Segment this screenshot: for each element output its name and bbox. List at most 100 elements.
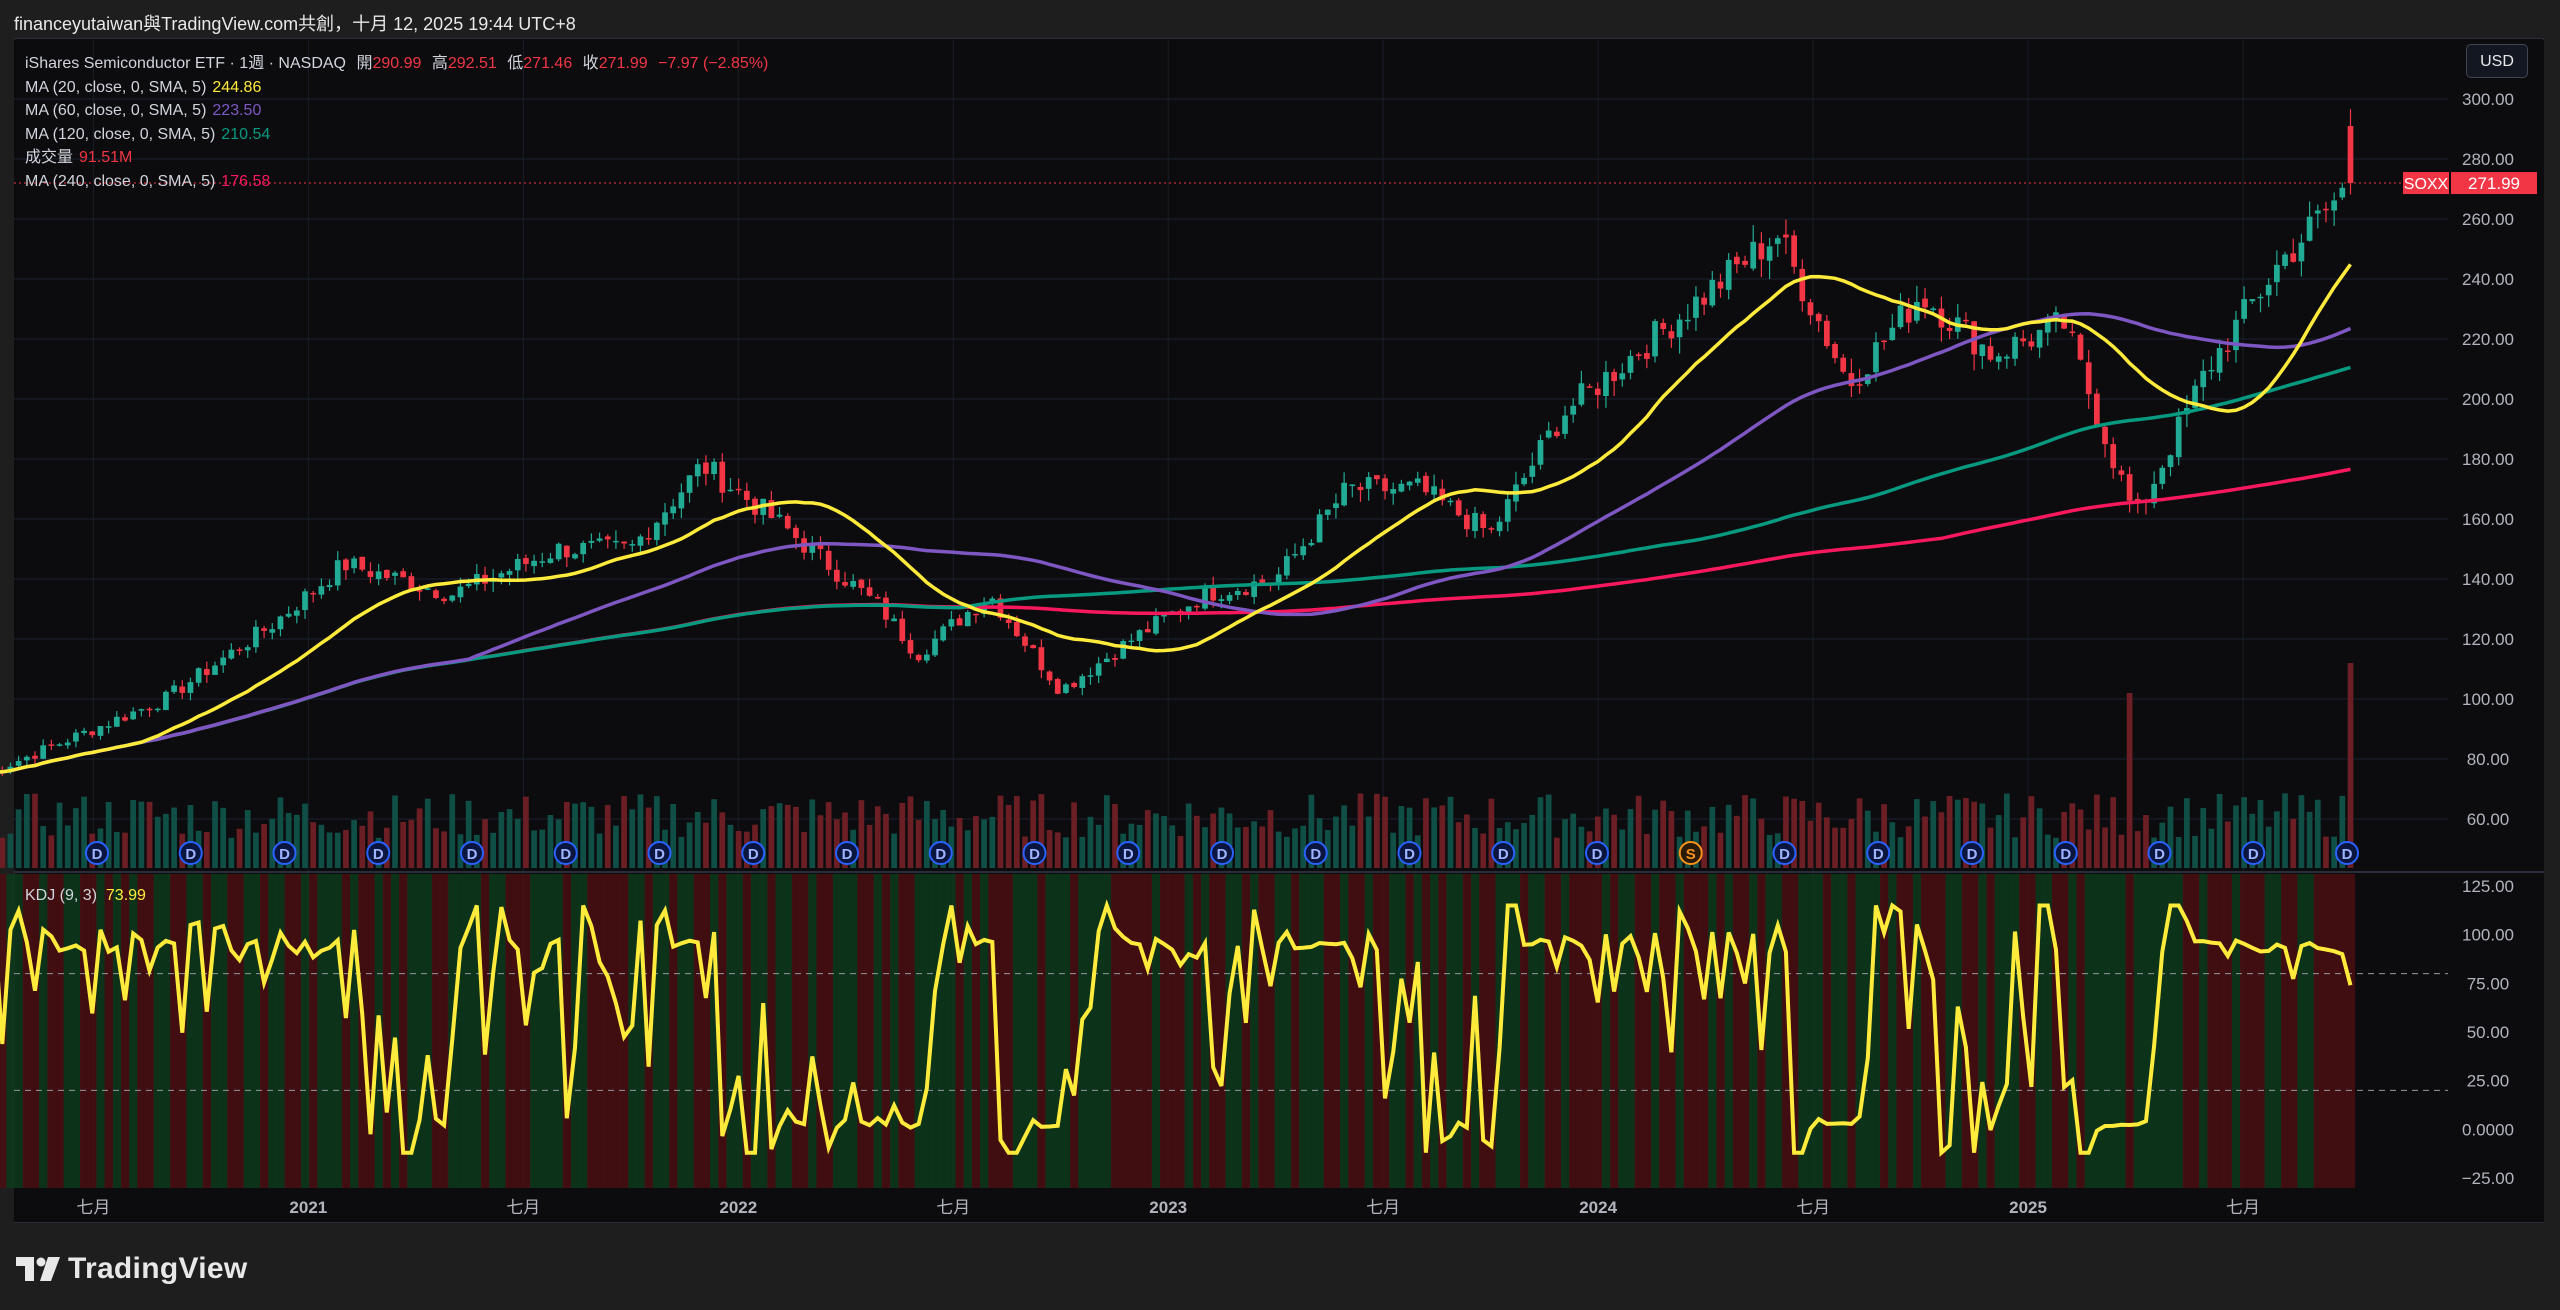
volume-bar xyxy=(1987,827,1994,868)
volume-bar xyxy=(2110,797,2117,868)
price-pane[interactable] xyxy=(14,40,2448,870)
volume-bar xyxy=(1619,829,1626,868)
kdj-zone xyxy=(1070,874,1079,1188)
legend-ma240[interactable]: MA (240, close, 0, SMA, 5) 176.58 xyxy=(25,170,774,194)
volume-bar xyxy=(776,803,783,868)
dividend-marker[interactable] xyxy=(1210,841,1234,865)
kdj-zone xyxy=(783,874,793,1188)
volume-bar xyxy=(613,825,619,868)
dividend-marker[interactable] xyxy=(1303,841,1328,865)
kdj-zone xyxy=(1421,874,1431,1188)
kdj-zone xyxy=(628,874,637,1188)
dividend-marker[interactable] xyxy=(928,841,953,865)
dividend-marker[interactable] xyxy=(460,841,484,865)
dividend-marker[interactable] xyxy=(2147,841,2172,865)
dividend-marker[interactable] xyxy=(366,841,391,865)
dividend-marker[interactable] xyxy=(1397,841,1422,865)
volume-bar xyxy=(1930,801,1937,868)
candle-body xyxy=(1652,321,1658,357)
dividend-marker[interactable] xyxy=(1772,841,1797,865)
volume-bar xyxy=(1889,822,1896,868)
volume-bar xyxy=(2077,809,2084,868)
dividend-marker[interactable] xyxy=(178,841,203,865)
dividend-marker[interactable] xyxy=(2053,841,2078,865)
legend-ma20[interactable]: MA (20, close, 0, SMA, 5) 244.86 xyxy=(25,76,774,100)
volume-bar xyxy=(269,818,276,868)
dividend-marker[interactable] xyxy=(2335,841,2359,865)
time-axis-label: 七月 xyxy=(2226,1198,2260,1217)
dividend-marker[interactable] xyxy=(741,841,766,865)
time-axis[interactable] xyxy=(14,1188,2544,1222)
dividend-marker[interactable] xyxy=(1585,841,1609,865)
time-axis-label: 七月 xyxy=(506,1198,540,1217)
kdj-zone xyxy=(210,874,220,1188)
kdj-zone xyxy=(2084,874,2094,1188)
kdj-zone xyxy=(1650,874,1660,1188)
dividend-marker[interactable] xyxy=(85,841,109,865)
kdj-zone xyxy=(1618,874,1627,1188)
candle-body xyxy=(1922,298,1928,308)
volume-bar xyxy=(719,812,726,868)
candle-body xyxy=(220,657,227,666)
candle-body xyxy=(1725,259,1732,290)
kdj-zone xyxy=(1675,874,1685,1188)
dividend-marker[interactable] xyxy=(1116,841,1141,865)
kdj-zone xyxy=(55,874,65,1188)
legend-volume[interactable]: 成交量 91.51M xyxy=(25,146,774,170)
dividend-marker[interactable] xyxy=(2241,841,2266,865)
dividend-marker[interactable] xyxy=(1960,841,1984,865)
currency-button[interactable]: USD xyxy=(2466,44,2528,78)
candle-body xyxy=(2200,370,2207,388)
kdj-zone xyxy=(2166,874,2176,1188)
volume-bar xyxy=(1938,812,1945,868)
volume-bar xyxy=(1627,809,1634,868)
candle-body xyxy=(1071,683,1077,688)
dividend-marker[interactable] xyxy=(1022,841,1047,865)
volume-bar xyxy=(915,819,922,868)
dividend-marker[interactable] xyxy=(1491,841,1516,865)
kdj-zone xyxy=(718,874,727,1188)
candle-body xyxy=(81,730,87,734)
price-axis[interactable] xyxy=(2448,40,2544,1188)
ma60-value: 223.50 xyxy=(212,102,262,119)
legend-symbol-row[interactable]: iShares Semiconductor ETF · 1週 · NASDAQ … xyxy=(25,52,774,76)
candle-body xyxy=(874,596,881,599)
kdj-zone xyxy=(153,874,163,1188)
dividend-marker[interactable] xyxy=(553,841,578,865)
volume-bar xyxy=(1398,806,1405,868)
kdj-zone xyxy=(1029,874,1038,1188)
volume-bar xyxy=(1897,837,1904,868)
dividend-marker[interactable] xyxy=(272,841,297,865)
legend-ma60[interactable]: MA (60, close, 0, SMA, 5) 223.50 xyxy=(25,99,774,123)
dividend-marker[interactable] xyxy=(647,841,672,865)
legend-ma120[interactable]: MA (120, close, 0, SMA, 5) 210.54 xyxy=(25,123,774,147)
candle-body xyxy=(1349,484,1356,486)
kdj-zone xyxy=(440,874,449,1188)
tradingview-logo[interactable]: TradingView xyxy=(16,1249,247,1289)
kdj-zone xyxy=(1847,874,1857,1188)
volume-bar xyxy=(801,831,807,868)
volume-bar xyxy=(113,831,120,868)
candle-body xyxy=(2331,200,2337,211)
volume-bar xyxy=(1684,810,1691,868)
split-marker[interactable] xyxy=(1678,841,1703,865)
volume-bar xyxy=(1963,797,1969,868)
candle-body xyxy=(1529,465,1536,477)
volume-bar xyxy=(2331,836,2337,868)
volume-bar xyxy=(2241,797,2247,868)
kdj-zone xyxy=(2338,874,2347,1188)
kdj-zone xyxy=(1225,874,1235,1188)
kdj-zone xyxy=(366,874,376,1188)
close-value: 271.99 xyxy=(598,55,648,72)
dividend-marker[interactable] xyxy=(835,841,859,865)
volume-bar xyxy=(220,807,227,868)
dividend-marker[interactable] xyxy=(1866,841,1891,865)
kdj-zone xyxy=(1888,874,1897,1188)
kdj-legend[interactable]: KDJ (9, 3) 73.99 xyxy=(25,887,146,905)
kdj-zone xyxy=(1037,874,1047,1188)
kdj-zone xyxy=(39,874,48,1188)
kdj-zone xyxy=(2289,874,2298,1188)
candle-body xyxy=(1193,605,1200,608)
kdj-value: 73.99 xyxy=(105,887,146,904)
